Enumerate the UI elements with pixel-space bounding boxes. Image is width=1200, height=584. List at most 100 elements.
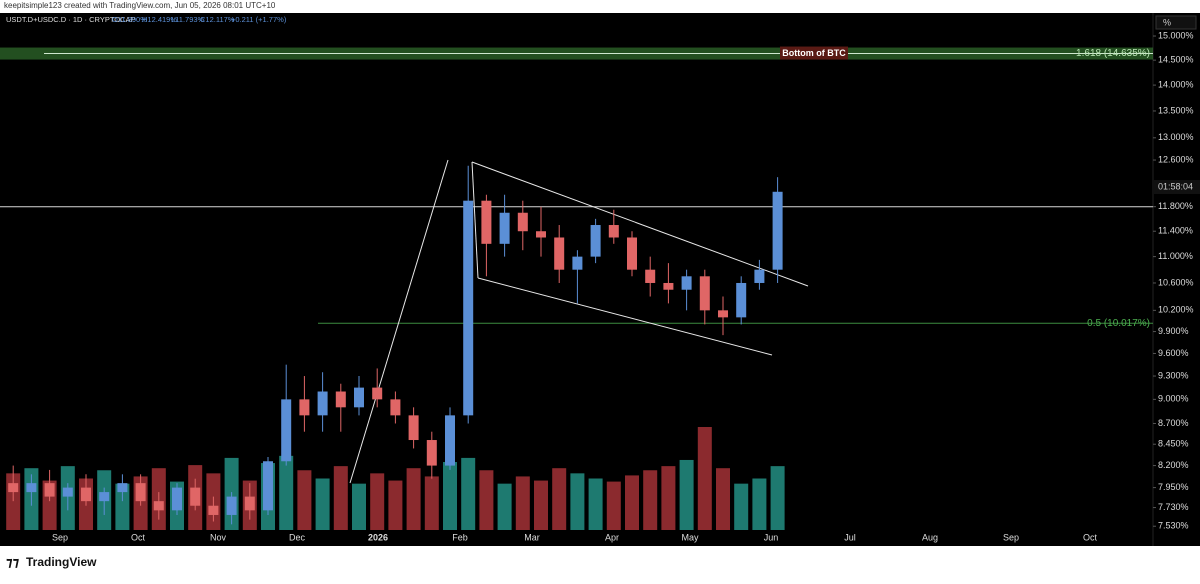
x-tick-label: Mar (524, 532, 540, 542)
x-tick-label: Dec (289, 532, 306, 542)
volume-bar (625, 475, 639, 530)
candle-body (226, 496, 237, 515)
x-tick-label: Sep (1003, 532, 1019, 542)
x-tick-label: Sep (52, 532, 68, 542)
y-tick-label: 7.530% (1158, 521, 1189, 531)
candle-body (736, 282, 747, 318)
y-tick-label: 12.600% (1158, 154, 1194, 164)
volume-bar (315, 478, 330, 530)
volume-bar (443, 462, 457, 530)
candle-body (536, 231, 546, 238)
candle-body (572, 256, 583, 270)
candle-body (117, 483, 128, 493)
x-tick-label: Oct (1083, 532, 1098, 542)
candle-body (699, 276, 710, 311)
candle-body (299, 399, 310, 416)
candle-body (718, 310, 728, 318)
change: +0.211 (+1.77%) (231, 15, 287, 24)
candle-body (354, 387, 364, 408)
volume-bar (606, 481, 621, 530)
note-box (780, 46, 848, 60)
y-tick-label: 13.000% (1158, 132, 1194, 142)
candle-body (281, 399, 292, 462)
y-tick-label: 15.000% (1158, 30, 1194, 40)
chart-bg (0, 13, 1200, 546)
volume-bar (370, 473, 385, 530)
volume-bar (297, 470, 312, 530)
x-tick-label: Feb (452, 532, 468, 542)
y-tick-label: 8.700% (1158, 418, 1189, 428)
volume-bar (661, 466, 676, 530)
candle-body (135, 483, 146, 502)
x-tick-label: Aug (922, 532, 938, 542)
volume-bar (515, 476, 530, 530)
volume-bar (552, 468, 567, 530)
volume-bar (716, 468, 730, 530)
x-tick-label: May (681, 532, 699, 542)
level-note: Bottom of BTC (782, 48, 846, 58)
ohlc-open: O11.890% (112, 15, 147, 24)
trendlines (349, 159, 809, 484)
y-tick-label: 7.950% (1158, 482, 1189, 492)
candle-body (99, 492, 110, 502)
symbol: USDT.D+USDC.D · 1D · CRYPTOCAP (6, 15, 136, 24)
volume-bar (570, 473, 585, 530)
y-tick-label: 7.730% (1158, 502, 1189, 512)
credit: keepitsimple123 created with TradingView… (4, 1, 276, 10)
trendline (477, 277, 773, 356)
trendline (471, 161, 479, 279)
candle-body (390, 399, 401, 416)
ohlc-low: L11.793% (171, 15, 205, 24)
candle-body (244, 496, 255, 511)
candle-body (754, 269, 765, 283)
y-tick-label: 11.000% (1158, 251, 1193, 261)
candle-body (81, 487, 91, 502)
level-label: 1.618 (14.635%) (1076, 48, 1150, 59)
candle-body (190, 487, 201, 506)
y-tick-label: 14.500% (1158, 55, 1194, 65)
x-tick-label: Jun (764, 532, 779, 542)
y-tick-label: 11.800% (1158, 201, 1193, 211)
trendline (349, 159, 449, 484)
candle-body (517, 212, 528, 232)
volume-bar (279, 455, 294, 530)
candle-body (172, 487, 182, 511)
brand: ⁊⁊ TradingView (6, 554, 97, 569)
volume-bar (388, 480, 403, 530)
x-tick-label: Nov (210, 532, 227, 542)
candle-body (408, 415, 419, 441)
volume-bar (406, 468, 421, 530)
candle-body (608, 225, 619, 238)
candle-body (62, 487, 73, 497)
candle-body (372, 387, 383, 400)
candle-body (426, 440, 437, 466)
candle-body (8, 483, 19, 493)
volume-bar (534, 480, 548, 530)
x-tick-label: Apr (605, 532, 619, 542)
volume-bar (770, 466, 785, 530)
volume-bar (497, 483, 512, 530)
volume-bar (461, 457, 476, 530)
candle-body (663, 282, 674, 290)
y-tick-label: 11.400% (1158, 226, 1193, 236)
candle-body (445, 415, 455, 466)
y-tick-label: 13.500% (1158, 105, 1194, 115)
ohlc-high: H12.419% (142, 15, 177, 24)
candle-body (481, 200, 492, 244)
scale-button-label[interactable]: % (1163, 17, 1171, 27)
volume-bar (679, 459, 694, 530)
volume-bar (479, 470, 494, 530)
x-tick-label: 2026 (368, 532, 388, 542)
countdown: 01:58:04 (1158, 181, 1193, 191)
candle-body (554, 237, 565, 270)
brand-name: TradingView (26, 555, 97, 569)
scale-button[interactable] (1155, 15, 1197, 30)
candle-body (499, 212, 510, 244)
volume-bar (752, 478, 767, 530)
y-tick-label: 9.000% (1158, 394, 1189, 404)
x-tick-label: Oct (131, 532, 146, 542)
candle-body (317, 391, 328, 416)
countdown-box (1153, 180, 1200, 194)
